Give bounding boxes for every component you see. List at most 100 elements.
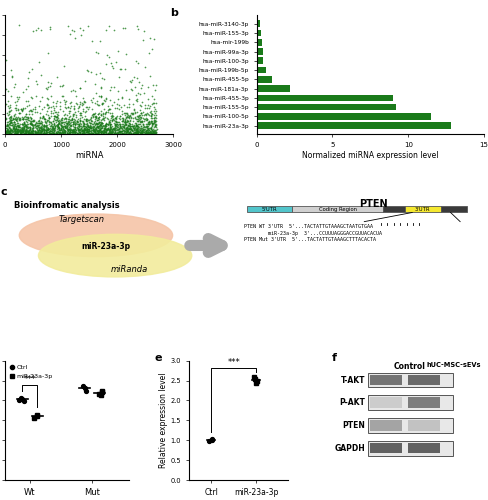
Point: [42, 84, 50, 92]
Point: [24, 114, 32, 122]
Point: [152, 99, 160, 107]
Point: [5, 126, 13, 134]
Point: [90, 126, 98, 134]
Point: [66, 126, 74, 134]
Point: [9, 128, 17, 136]
Point: [44, 49, 52, 57]
Point: [24, 130, 32, 138]
Point: [108, 62, 116, 70]
Point: [89, 123, 97, 131]
Point: [127, 86, 135, 94]
Point: [60, 126, 67, 134]
Point: [12, 106, 20, 114]
Point: [80, 126, 87, 134]
Point: [24, 97, 32, 105]
Point: [21, 127, 29, 135]
Point: [40, 115, 48, 123]
Point: [148, 110, 156, 118]
Point: [127, 113, 135, 121]
Point: [134, 128, 142, 136]
Point: [116, 112, 124, 120]
Point: [95, 128, 103, 136]
Point: [27, 127, 35, 135]
Point: [33, 108, 41, 116]
Point: [14, 126, 21, 134]
Point: [101, 124, 109, 132]
Point: [52, 128, 60, 136]
Point: [97, 119, 104, 127]
Point: [4, 128, 12, 136]
Point: [93, 116, 101, 124]
Point: [135, 128, 143, 136]
Point: [136, 120, 143, 128]
Point: [23, 115, 31, 123]
Point: [91, 128, 99, 136]
Point: [125, 118, 133, 126]
Point: [123, 113, 131, 121]
Point: [106, 120, 114, 128]
Point: [58, 119, 65, 127]
Point: [79, 128, 87, 136]
Point: [113, 126, 121, 134]
Point: [100, 126, 107, 134]
Point: [11, 115, 19, 123]
Point: [46, 107, 54, 115]
Point: [83, 125, 91, 133]
Point: [108, 102, 116, 110]
Point: [70, 118, 78, 126]
Point: [121, 126, 128, 134]
Point: [13, 130, 20, 138]
Point: [95, 122, 103, 130]
Point: [7, 116, 15, 124]
Point: [75, 124, 82, 132]
Point: [79, 118, 86, 126]
Point: [83, 66, 91, 74]
Point: [86, 124, 94, 132]
Point: [145, 126, 153, 134]
Point: [7, 126, 15, 134]
Point: [102, 129, 110, 137]
Point: [40, 123, 48, 131]
Point: [35, 130, 43, 138]
Point: [97, 92, 105, 100]
Point: [61, 128, 68, 136]
Point: [10, 112, 18, 120]
Point: [69, 120, 77, 128]
Point: [40, 130, 48, 138]
Point: [150, 124, 158, 132]
Point: [136, 129, 144, 137]
Point: [94, 110, 102, 118]
Point: [29, 128, 37, 136]
Point: [63, 126, 71, 134]
Point: [141, 100, 148, 108]
Point: [63, 124, 71, 132]
Point: [42, 126, 50, 134]
Point: [61, 122, 68, 130]
Point: [97, 130, 105, 138]
Point: [42, 120, 50, 128]
Point: [151, 129, 159, 137]
Point: [123, 127, 131, 135]
Point: [34, 126, 42, 134]
Point: [128, 122, 136, 130]
Point: [109, 129, 117, 137]
Point: [3, 128, 11, 136]
Point: [143, 128, 151, 136]
Point: [5, 108, 13, 116]
Point: [2, 100, 10, 108]
Point: [118, 130, 125, 138]
Point: [43, 124, 51, 132]
Bar: [367, 395, 452, 410]
Point: [122, 118, 129, 126]
Point: [91, 130, 99, 138]
Point: [67, 114, 75, 122]
Point: [97, 84, 105, 92]
Point: [40, 128, 48, 136]
Point: [44, 125, 52, 133]
Point: [133, 97, 141, 105]
Text: PTEN Mut 3'UTR  5'...TACTATTGTAAAGCTTTACACTA: PTEN Mut 3'UTR 5'...TACTATTGTAAAGCTTTACA…: [244, 238, 376, 242]
Text: miR-23a-3p  3'...CCUUUAGGGACCGUUACACUA: miR-23a-3p 3'...CCUUUAGGGACCGUUACACUA: [268, 231, 382, 236]
Point: [57, 121, 64, 129]
Point: [95, 130, 102, 138]
Point: [103, 120, 111, 128]
